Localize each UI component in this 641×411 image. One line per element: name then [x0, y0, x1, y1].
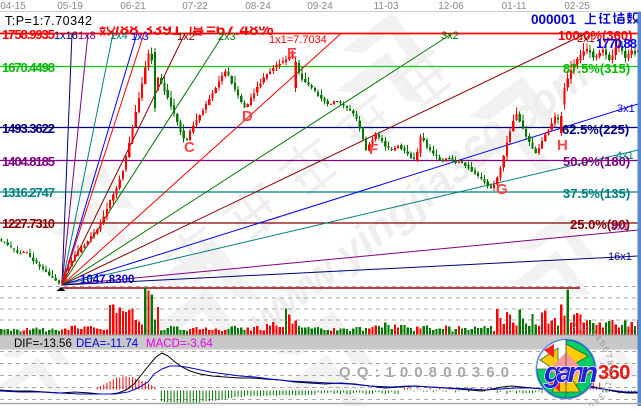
svg-text:1227.7310: 1227.7310 — [2, 216, 55, 231]
svg-text:06-21: 06-21 — [120, 1, 146, 12]
svg-text:000001: 000001 — [531, 12, 577, 27]
svg-text:1316.2747: 1316.2747 — [2, 185, 55, 200]
svg-text:62.5%(225): 62.5%(225) — [562, 122, 629, 137]
svg-text:G: G — [496, 181, 508, 198]
svg-text:11-03: 11-03 — [374, 1, 399, 12]
svg-text:16x1: 16x1 — [608, 251, 632, 263]
svg-text:09-24: 09-24 — [307, 1, 333, 12]
svg-text:3x1: 3x1 — [617, 103, 635, 115]
svg-text:1x2: 1x2 — [177, 31, 195, 43]
svg-text:1047.8300: 1047.8300 — [80, 274, 134, 286]
svg-text:1x1=7.7034: 1x1=7.7034 — [269, 34, 327, 46]
svg-text:8x1: 8x1 — [611, 221, 629, 233]
svg-text:1x4: 1x4 — [110, 30, 128, 42]
svg-text:H: H — [557, 137, 568, 154]
svg-text:3x2: 3x2 — [441, 30, 459, 42]
svg-text:gann: gann — [543, 357, 598, 389]
svg-text:1670.4498: 1670.4498 — [2, 60, 55, 75]
svg-text:DIF=-13.56: DIF=-13.56 — [14, 338, 72, 350]
svg-text:C: C — [184, 139, 195, 156]
svg-text:1493.3622: 1493.3622 — [2, 121, 55, 136]
svg-text:1758.9935: 1758.9935 — [2, 27, 55, 42]
svg-text:4x1: 4x1 — [616, 150, 634, 162]
svg-text:2x1: 2x1 — [577, 33, 595, 45]
svg-text:9: 9 — [606, 367, 616, 372]
svg-text:360: 360 — [598, 362, 630, 384]
svg-text:2x3: 2x3 — [218, 31, 236, 43]
svg-text:E: E — [287, 45, 297, 62]
svg-text:1x3: 1x3 — [131, 31, 149, 43]
svg-text:1x16: 1x16 — [54, 30, 78, 42]
svg-text:37.5%(135): 37.5%(135) — [563, 186, 630, 201]
svg-text:02-25: 02-25 — [564, 1, 590, 12]
svg-text:01-11: 01-11 — [502, 1, 527, 12]
svg-text:1x8: 1x8 — [78, 30, 96, 42]
svg-text:1404.8185: 1404.8185 — [2, 154, 55, 169]
svg-text:DEA=-11.74: DEA=-11.74 — [76, 338, 139, 350]
svg-text:MACD=-3.64: MACD=-3.64 — [146, 338, 213, 350]
svg-text:07-22: 07-22 — [182, 1, 208, 12]
svg-text:87.5%(315): 87.5%(315) — [563, 61, 630, 76]
svg-text:05-19: 05-19 — [57, 1, 83, 12]
svg-text:12-06: 12-06 — [438, 1, 464, 12]
svg-text:F: F — [369, 141, 378, 158]
svg-text:04-15: 04-15 — [0, 1, 26, 12]
svg-text:1770.88: 1770.88 — [596, 36, 637, 51]
svg-text:T:P=1:7.70342: T:P=1:7.70342 — [5, 14, 92, 28]
svg-text:D: D — [242, 108, 253, 125]
svg-text:08-24: 08-24 — [245, 1, 271, 12]
